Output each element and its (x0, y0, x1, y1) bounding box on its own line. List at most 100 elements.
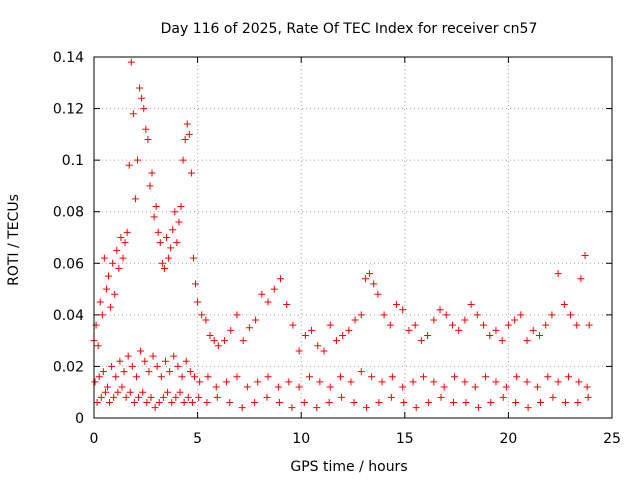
data-point (204, 373, 212, 381)
data-point (285, 378, 293, 386)
y-axis-ticks: 0 0.02 0.04 0.06 0.08 0.1 0.12 0.14 (53, 50, 612, 427)
data-point (165, 254, 173, 262)
data-point (143, 399, 151, 407)
data-point (137, 347, 145, 355)
data-point (239, 337, 247, 345)
data-point (171, 208, 179, 216)
data-point (375, 399, 383, 407)
data-point (473, 311, 481, 319)
data-point (178, 373, 186, 381)
data-point (399, 306, 407, 314)
data-point (564, 373, 572, 381)
grid-lines (94, 57, 612, 418)
data-point (154, 228, 162, 236)
plot-frame (93, 56, 613, 419)
data-point (175, 218, 183, 226)
data-point (295, 383, 303, 391)
data-point (339, 331, 347, 339)
data-point (583, 383, 591, 391)
data-point (351, 316, 359, 324)
y-axis-label: ROTI / TECUs (6, 194, 22, 286)
data-point (300, 399, 308, 407)
data-point (561, 399, 569, 407)
data-point (361, 275, 369, 283)
data-point (100, 254, 108, 262)
data-point (233, 373, 241, 381)
data-point (544, 373, 552, 381)
data-point (120, 368, 128, 376)
data-point (584, 393, 592, 401)
data-point (96, 298, 104, 306)
data-point (112, 373, 120, 381)
data-point (263, 393, 271, 401)
data-point (308, 326, 316, 334)
data-point (577, 275, 585, 283)
chart-title: Day 116 of 2025, Rate Of TEC Index for r… (161, 21, 538, 37)
data-point (338, 393, 346, 401)
data-point (442, 311, 450, 319)
data-point (301, 331, 309, 339)
data-point (357, 311, 365, 319)
data-point (492, 326, 500, 334)
data-point (275, 399, 283, 407)
data-point (159, 393, 167, 401)
data-point (549, 393, 557, 401)
data-point (97, 393, 105, 401)
data-point (362, 404, 370, 412)
data-point (107, 303, 115, 311)
data-point (314, 342, 322, 350)
data-point (417, 337, 425, 345)
data-point (295, 347, 303, 355)
data-point (158, 259, 166, 267)
data-point (206, 331, 214, 339)
data-point (498, 337, 506, 345)
data-point (486, 331, 494, 339)
data-point (537, 399, 545, 407)
data-point (411, 321, 419, 329)
data-point (210, 337, 218, 345)
data-point (194, 298, 202, 306)
data-point (499, 393, 507, 401)
data-point (135, 393, 143, 401)
data-point (164, 388, 172, 396)
data-point (437, 393, 445, 401)
data-point (313, 404, 321, 412)
data-point (185, 130, 193, 138)
data-point (149, 352, 157, 360)
data-point (289, 321, 297, 329)
x-tick-label: 5 (193, 431, 202, 447)
data-point (136, 84, 144, 92)
data-point (166, 368, 174, 376)
data-point (113, 246, 121, 254)
data-point (227, 326, 235, 334)
data-point (114, 388, 122, 396)
data-point (451, 373, 459, 381)
data-point (474, 404, 482, 412)
data-point (535, 331, 543, 339)
data-point (533, 383, 541, 391)
data-point (127, 58, 135, 66)
data-point (144, 136, 152, 144)
y-tick-label: 0.04 (53, 308, 84, 324)
data-point (574, 399, 582, 407)
data-point (554, 270, 562, 278)
data-point (101, 388, 109, 396)
data-point (118, 383, 126, 391)
y-tick-label: 0.12 (53, 102, 84, 118)
data-point (482, 373, 490, 381)
data-point (170, 352, 178, 360)
data-point (449, 399, 457, 407)
data-point (325, 399, 333, 407)
data-point (471, 383, 479, 391)
data-point (131, 195, 139, 203)
data-point (461, 378, 469, 386)
data-point (110, 393, 118, 401)
data-point (405, 326, 413, 334)
x-tick-label: 20 (499, 431, 517, 447)
data-point (115, 264, 123, 272)
data-point (223, 378, 231, 386)
data-point (138, 94, 146, 102)
data-point (124, 352, 132, 360)
data-point (160, 264, 168, 272)
data-point (542, 321, 550, 329)
